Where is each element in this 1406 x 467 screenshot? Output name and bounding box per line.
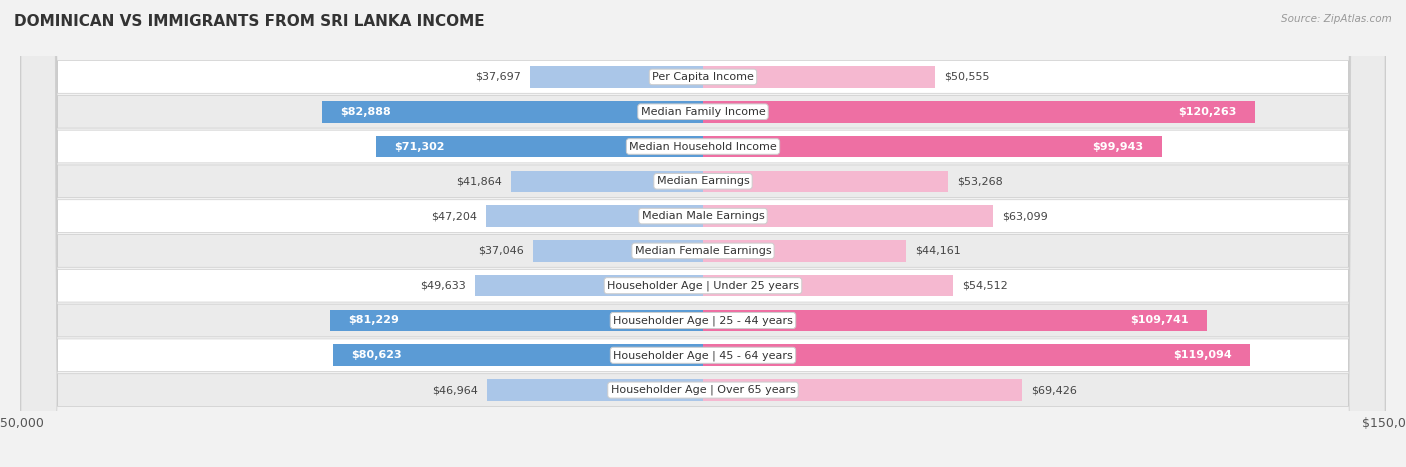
Bar [703,345,1250,366]
Bar [330,310,703,331]
Text: $50,555: $50,555 [945,72,990,82]
Text: Householder Age | Under 25 years: Householder Age | Under 25 years [607,281,799,291]
Text: $47,204: $47,204 [432,211,477,221]
Text: $80,623: $80,623 [352,350,402,360]
Text: Per Capita Income: Per Capita Income [652,72,754,82]
Bar [488,379,703,401]
Text: $37,046: $37,046 [478,246,523,256]
Bar [533,240,703,262]
Bar [510,170,703,192]
FancyBboxPatch shape [21,0,1385,467]
Text: $119,094: $119,094 [1173,350,1232,360]
Text: $69,426: $69,426 [1031,385,1077,395]
Text: $49,633: $49,633 [420,281,465,290]
Bar [703,240,905,262]
Bar [703,66,935,88]
Text: Median Household Income: Median Household Income [628,142,778,151]
FancyBboxPatch shape [21,0,1385,467]
Text: $53,268: $53,268 [957,177,1002,186]
Bar [703,379,1022,401]
Text: Median Earnings: Median Earnings [657,177,749,186]
Text: $63,099: $63,099 [1002,211,1047,221]
FancyBboxPatch shape [21,0,1385,467]
FancyBboxPatch shape [21,0,1385,467]
Text: $44,161: $44,161 [915,246,960,256]
Bar [333,345,703,366]
Text: Source: ZipAtlas.com: Source: ZipAtlas.com [1281,14,1392,24]
Text: $81,229: $81,229 [349,316,399,325]
Bar [322,101,703,122]
Text: $120,263: $120,263 [1178,107,1237,117]
Bar [486,205,703,227]
Text: $41,864: $41,864 [456,177,502,186]
Bar [703,101,1256,122]
Text: Householder Age | 25 - 44 years: Householder Age | 25 - 44 years [613,315,793,326]
Bar [530,66,703,88]
Text: $54,512: $54,512 [963,281,1008,290]
Text: $109,741: $109,741 [1130,316,1188,325]
FancyBboxPatch shape [21,0,1385,467]
Bar [703,170,948,192]
Bar [475,275,703,297]
Bar [703,205,993,227]
FancyBboxPatch shape [21,0,1385,467]
Text: Householder Age | 45 - 64 years: Householder Age | 45 - 64 years [613,350,793,361]
Text: $37,697: $37,697 [475,72,520,82]
Bar [703,310,1206,331]
FancyBboxPatch shape [21,0,1385,467]
Text: $46,964: $46,964 [432,385,478,395]
Text: $71,302: $71,302 [394,142,444,151]
Bar [703,136,1161,157]
Text: Median Male Earnings: Median Male Earnings [641,211,765,221]
Text: $99,943: $99,943 [1092,142,1143,151]
Text: Householder Age | Over 65 years: Householder Age | Over 65 years [610,385,796,396]
Bar [375,136,703,157]
Bar [703,275,953,297]
Text: Median Female Earnings: Median Female Earnings [634,246,772,256]
FancyBboxPatch shape [21,0,1385,467]
Text: Median Family Income: Median Family Income [641,107,765,117]
Text: $82,888: $82,888 [340,107,391,117]
FancyBboxPatch shape [21,0,1385,467]
Text: DOMINICAN VS IMMIGRANTS FROM SRI LANKA INCOME: DOMINICAN VS IMMIGRANTS FROM SRI LANKA I… [14,14,485,29]
FancyBboxPatch shape [21,0,1385,467]
